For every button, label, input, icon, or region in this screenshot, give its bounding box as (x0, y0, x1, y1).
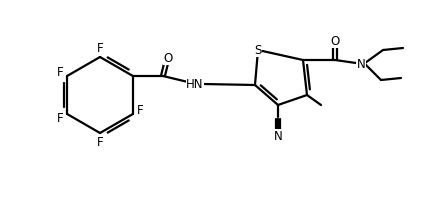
Text: F: F (97, 42, 103, 54)
Text: O: O (330, 34, 340, 48)
Text: S: S (254, 44, 262, 56)
Text: F: F (57, 66, 63, 78)
Text: HN: HN (186, 77, 204, 90)
Text: F: F (97, 135, 103, 148)
Text: O: O (164, 51, 173, 65)
Text: N: N (357, 57, 365, 70)
Text: F: F (57, 111, 63, 125)
Text: F: F (136, 104, 143, 116)
Text: N: N (274, 129, 283, 143)
